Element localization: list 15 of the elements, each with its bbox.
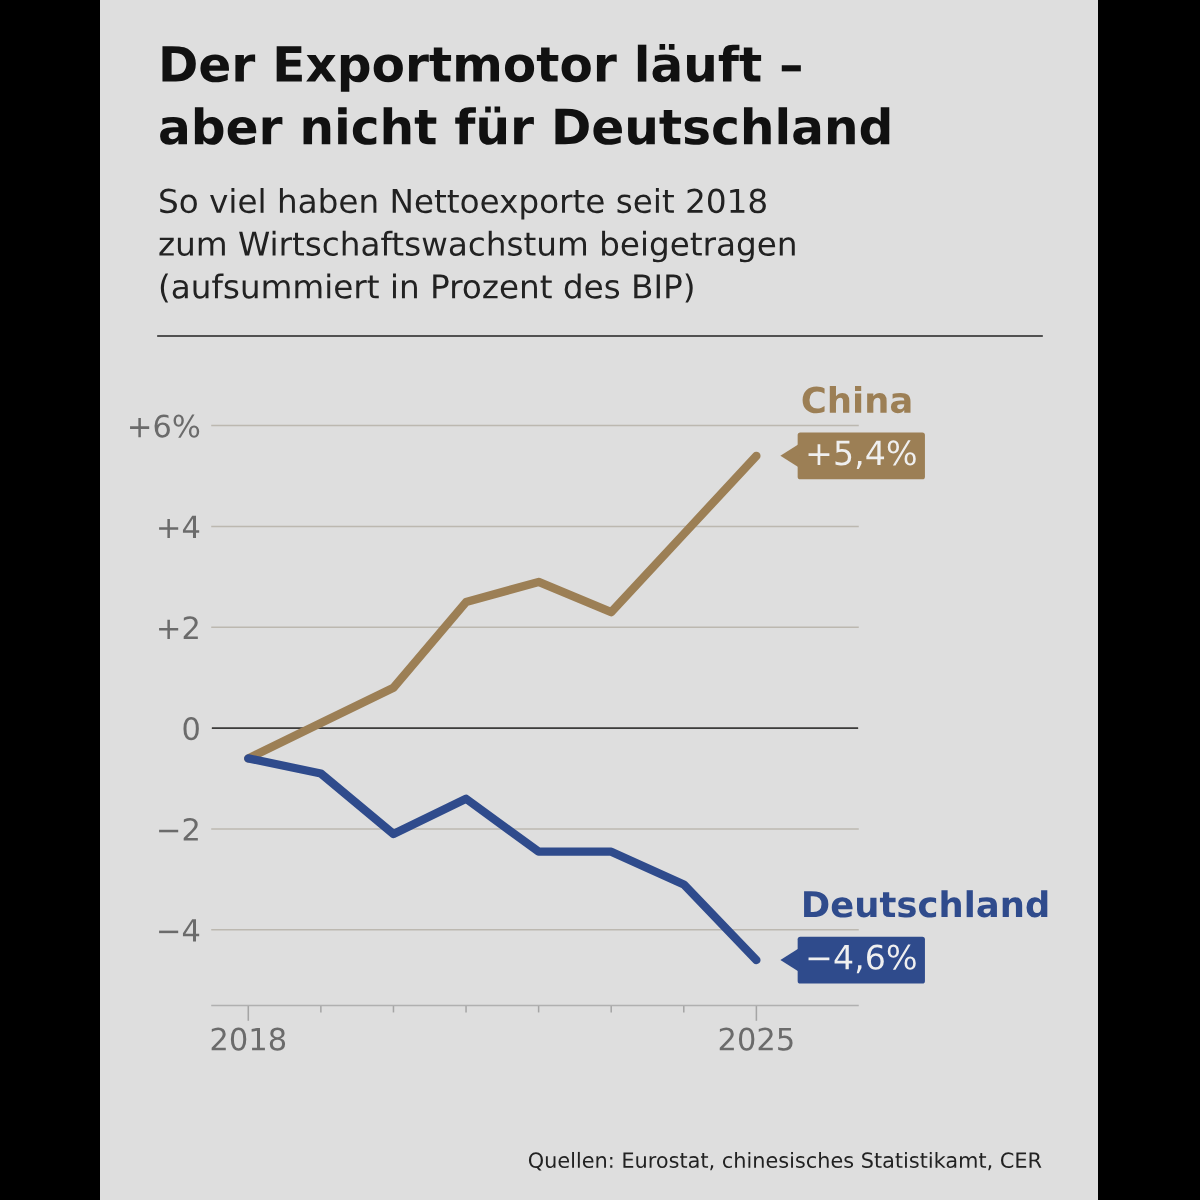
x-tick-label: 2018: [211, 1027, 286, 1051]
chart-title: Der Exportmotor läuft – aber nicht für Deutschland: [160, 44, 890, 145]
series-label: Deutschland: [804, 890, 1048, 918]
y-tick-label: +2: [159, 616, 198, 639]
series-label: China: [802, 385, 911, 414]
data-label: −4,6%: [808, 944, 916, 974]
data-label: +5,4%: [808, 440, 916, 469]
y-tick-label: −2: [159, 817, 198, 841]
y-tick-label: +6%: [130, 414, 200, 438]
y-tick-label: 0: [183, 717, 199, 741]
y-tick-label: +4: [159, 515, 200, 539]
source-note: Quellen: Eurostat, chinesisches Statistikamt, CER: [528, 1151, 1042, 1171]
y-tick-label: −4: [159, 919, 200, 942]
chart-subtitle: So viel haben Nettoexporte seit 2018 zum Wirtschaftswachstum beigetragen (aufsummiert in Prozent des BIP): [159, 188, 795, 303]
x-tick-label: 2025: [719, 1027, 793, 1051]
